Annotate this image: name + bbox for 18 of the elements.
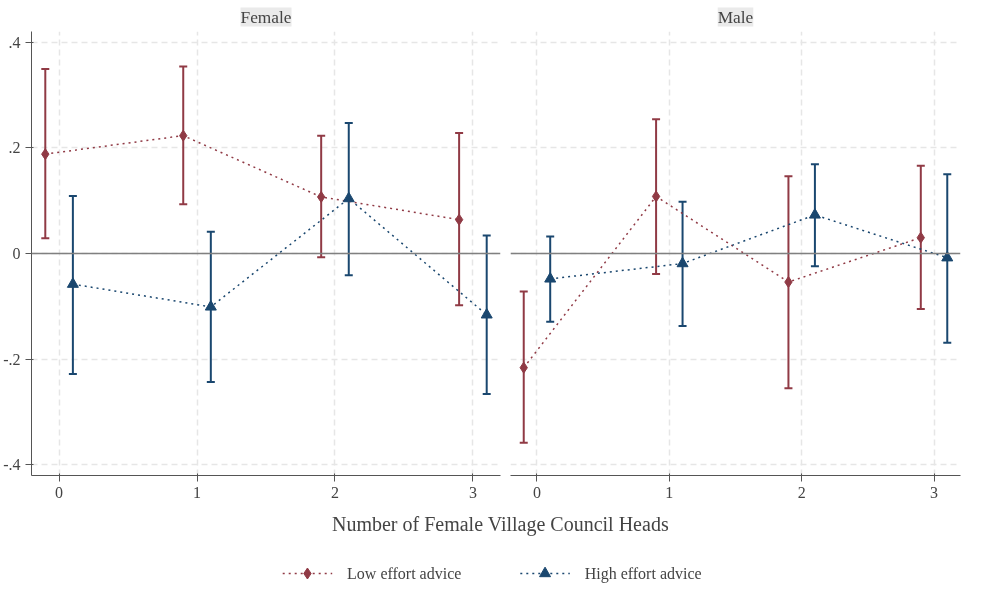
- y-tick-label: -.4: [3, 456, 21, 474]
- chart-title: Male: [717, 7, 754, 27]
- legend-label: High effort advice: [584, 565, 702, 583]
- y-tick-label: .4: [8, 33, 21, 51]
- x-tick-label: 3: [930, 483, 939, 501]
- y-tick-label: .2: [8, 139, 21, 157]
- x-tick-label: 2: [797, 483, 806, 501]
- legend-label: Low effort advice: [347, 565, 462, 582]
- y-tick-label: -.2: [3, 350, 21, 368]
- x-tick-label: 1: [665, 483, 674, 501]
- x-tick-label: 3: [468, 483, 477, 501]
- x-axis-title: Number of Female Village Council Heads: [331, 513, 669, 537]
- x-tick-label: 1: [193, 483, 202, 501]
- x-tick-label: 2: [330, 483, 339, 501]
- chart-title: Female: [240, 7, 292, 27]
- x-tick-label: 0: [55, 483, 64, 501]
- x-tick-label: 0: [532, 483, 541, 501]
- y-tick-label: 0: [12, 245, 21, 262]
